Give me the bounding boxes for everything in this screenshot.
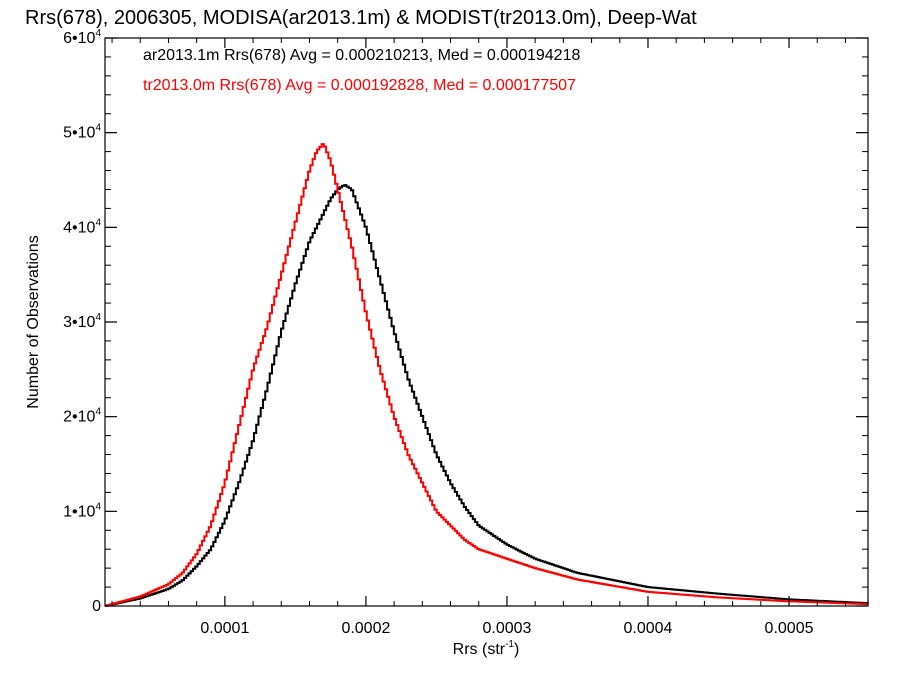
legend-entry-tr2013: tr2013.0m Rrs(678) Avg = 0.000192828, Me… bbox=[143, 77, 576, 94]
y-tick-label: 0 bbox=[92, 598, 101, 615]
y-tick-label: 3•104 bbox=[63, 312, 101, 331]
legend: ar2013.1m Rrs(678) Avg = 0.000210213, Me… bbox=[143, 47, 580, 94]
y-tick-label: 1•104 bbox=[63, 501, 101, 520]
y-axis-title: Number of Observations bbox=[25, 235, 42, 408]
x-tick-label: 0.0001 bbox=[200, 620, 249, 637]
x-tick-label: 0.0002 bbox=[341, 620, 390, 637]
y-tick-label: 2•104 bbox=[63, 407, 101, 426]
y-axis: 0 1•104 2•104 3•104 4•104 5•104 6•104 bbox=[63, 28, 868, 615]
y-tick-label: 6•104 bbox=[63, 28, 101, 47]
plot-area bbox=[105, 143, 869, 607]
chart-title: Rrs(678), 2006305, MODISA(ar2013.1m) & M… bbox=[25, 7, 697, 29]
y-tick-label: 4•104 bbox=[63, 217, 101, 236]
plot-frame bbox=[104, 37, 869, 607]
legend-entry-ar2013: ar2013.1m Rrs(678) Avg = 0.000210213, Me… bbox=[143, 47, 580, 64]
series-line-ar2013.1m bbox=[105, 184, 869, 607]
x-axis: 0.0001 0.0002 0.0003 0.0004 0.0005 bbox=[111, 38, 846, 637]
x-tick-label: 0.0005 bbox=[765, 620, 814, 637]
x-tick-label: 0.0004 bbox=[624, 620, 673, 637]
series-line-tr2013.0m bbox=[105, 143, 869, 607]
y-tick-label: 5•104 bbox=[63, 123, 101, 142]
x-axis-title: Rrs (str-1) bbox=[453, 639, 520, 658]
x-tick-label: 0.0003 bbox=[482, 620, 531, 637]
